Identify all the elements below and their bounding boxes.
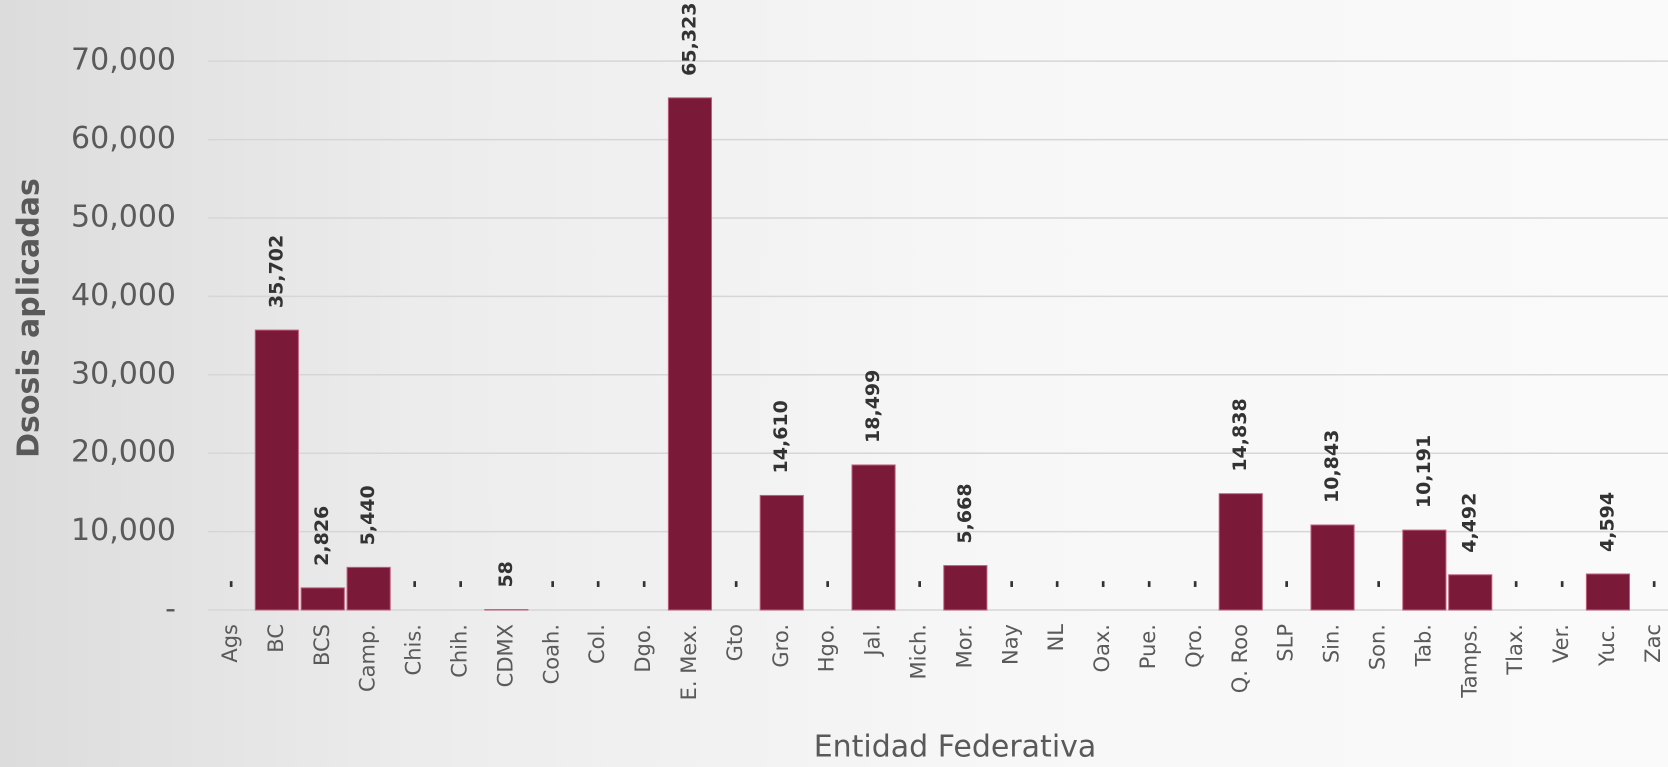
y-tick-label: 20,000 <box>71 435 176 470</box>
x-tick-label: Ver. <box>1549 624 1573 663</box>
value-label: - <box>1092 580 1114 588</box>
x-tick-label: BCS <box>310 624 334 666</box>
bar <box>254 329 299 611</box>
x-tick-label: Yuc. <box>1595 624 1619 667</box>
value-label: 18,499 <box>862 370 884 443</box>
value-label: - <box>908 580 930 588</box>
x-tick-label: Dgo. <box>631 624 655 673</box>
value-label: - <box>403 580 425 588</box>
bar <box>1585 573 1631 611</box>
x-tick-label: NL <box>1044 624 1068 652</box>
x-tick-label: Chih. <box>447 624 471 678</box>
value-label: 10,191 <box>1413 435 1435 508</box>
x-tick-label: Camp. <box>356 624 380 692</box>
x-tick-label: Zac <box>1641 624 1665 663</box>
value-label: - <box>1046 580 1068 588</box>
y-tick-label: 70,000 <box>71 43 176 78</box>
y-tick-label: 60,000 <box>71 121 176 156</box>
value-label: - <box>587 580 609 588</box>
value-label: - <box>816 580 838 588</box>
x-tick-label: Oax. <box>1090 624 1114 673</box>
value-label: 14,610 <box>770 400 792 473</box>
value-label: - <box>633 580 655 588</box>
x-tick-label: Col. <box>585 624 609 664</box>
x-tick-label: Tab. <box>1411 624 1435 667</box>
value-label: - <box>449 580 471 588</box>
value-label: 5,668 <box>954 483 976 543</box>
value-label: - <box>1642 580 1664 588</box>
x-tick-label: SLP <box>1274 624 1298 662</box>
x-tick-label: Jal. <box>861 624 885 658</box>
bar <box>1310 524 1355 611</box>
value-label: - <box>1137 580 1159 588</box>
x-axis-title: Entidad Federativa <box>814 730 1097 765</box>
x-tick-label: E. Mex. <box>677 624 701 700</box>
value-label: 14,838 <box>1229 398 1251 471</box>
x-tick-label: Gto <box>723 624 747 661</box>
value-label: - <box>1505 580 1527 588</box>
bar <box>300 587 345 611</box>
x-tick-label: Tlax. <box>1503 624 1527 676</box>
x-tick-label: CDMX <box>493 624 517 687</box>
x-tick-label: Mor. <box>952 624 976 668</box>
x-tick-label: Chis. <box>402 624 426 675</box>
bar <box>851 464 896 611</box>
value-label: - <box>219 580 241 588</box>
value-label: - <box>541 580 563 588</box>
x-tick-label: Tamps. <box>1457 624 1481 699</box>
bar <box>667 97 713 611</box>
y-tick-label: 50,000 <box>71 199 176 234</box>
y-tick-label: 10,000 <box>71 513 176 548</box>
x-tick-label: Q. Roo <box>1228 624 1252 693</box>
x-tick-label: Son. <box>1365 624 1389 670</box>
bar <box>943 565 988 611</box>
y-tick-label: 40,000 <box>71 278 176 313</box>
x-tick-label: Mich. <box>906 624 930 679</box>
bar <box>759 494 804 611</box>
value-label: 4,594 <box>1596 492 1618 552</box>
value-label: - <box>1000 580 1022 588</box>
bar <box>346 566 391 611</box>
bar <box>1448 574 1493 611</box>
value-label: 2,826 <box>311 506 333 566</box>
value-label: - <box>1367 580 1389 588</box>
value-label: 65,323 <box>678 2 700 75</box>
x-tick-label: Qro. <box>1182 624 1206 668</box>
x-tick-label: Gro. <box>769 624 793 668</box>
x-tick-label: BC <box>264 624 288 653</box>
value-label: - <box>1275 580 1297 588</box>
x-tick-label: Pue. <box>1136 624 1160 669</box>
y-axis-title: Dsosis aplicadas <box>12 178 47 458</box>
value-label: 58 <box>495 561 517 587</box>
bar <box>1218 493 1263 611</box>
x-tick-label: Coah. <box>539 624 563 684</box>
x-tick-label: Ags <box>218 624 242 663</box>
y-tick-label: - <box>165 592 176 627</box>
x-tick-label: Hgo. <box>815 624 839 672</box>
bar <box>1402 529 1447 611</box>
x-tick-label: Nay <box>998 624 1022 665</box>
value-label: 10,843 <box>1321 430 1343 503</box>
value-label: - <box>1183 580 1205 588</box>
x-tick-label: Sin. <box>1320 624 1344 663</box>
value-label: 35,702 <box>265 235 287 308</box>
value-label: 5,440 <box>357 485 379 545</box>
y-tick-label: 30,000 <box>71 356 176 391</box>
value-label: - <box>1551 580 1573 588</box>
value-label: - <box>724 580 746 588</box>
value-label: 4,492 <box>1459 493 1481 553</box>
